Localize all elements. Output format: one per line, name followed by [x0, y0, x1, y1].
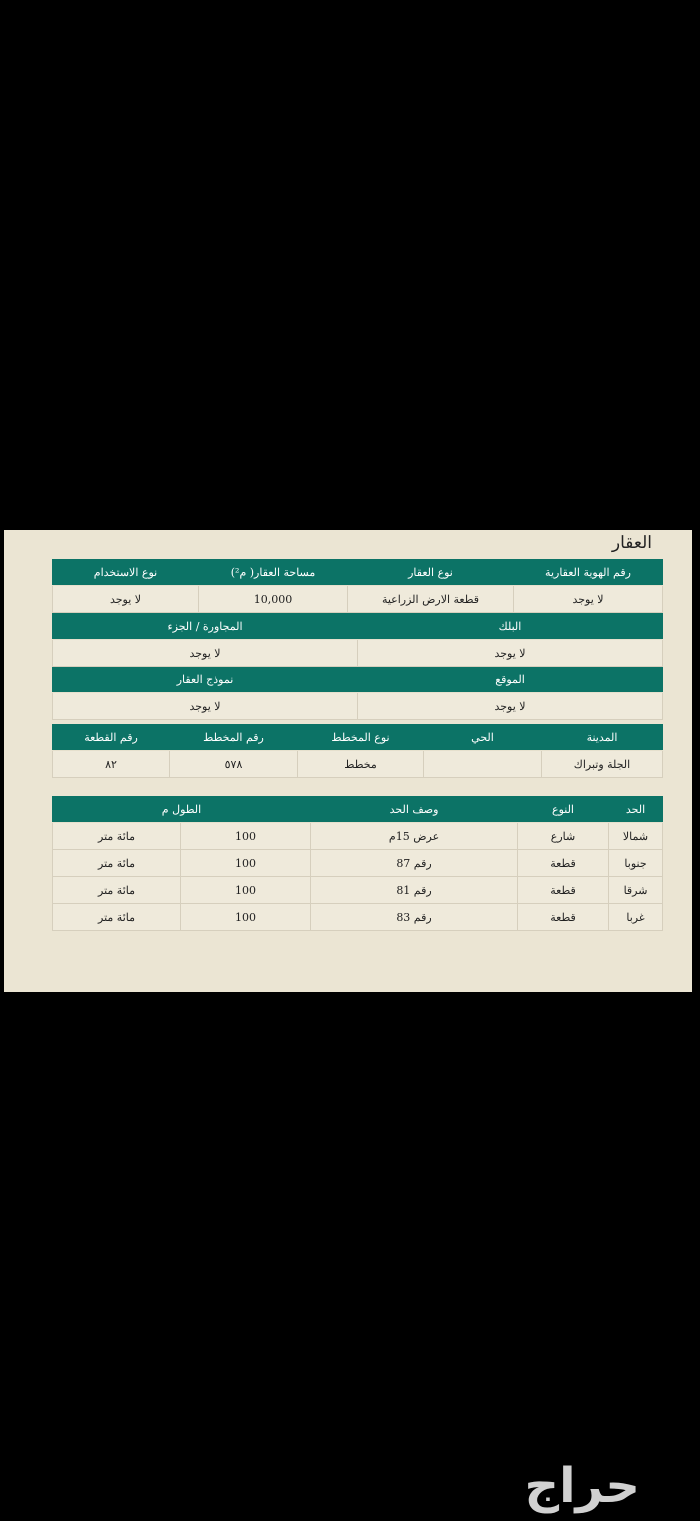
header-cell: نوع العقار — [347, 559, 514, 586]
table-row: شرقا قطعة رقم 81 100 مائة متر — [51, 876, 664, 904]
header-cell: الموقع — [357, 666, 663, 693]
header-row: المدينة الحي نوع المخطط رقم المخطط رقم ا… — [52, 724, 663, 751]
description-cell: رقم 83 — [310, 903, 519, 931]
header-cell: الطول م — [51, 796, 312, 823]
type-cell: قطعة — [517, 849, 610, 877]
length-cell: 100 — [180, 849, 312, 877]
type-cell: قطعة — [517, 903, 610, 931]
header-cell: رقم المخطط — [169, 724, 298, 751]
location-table: المدينة الحي نوع المخطط رقم المخطط رقم ا… — [52, 724, 663, 778]
value-cell: لا يوجد — [52, 639, 358, 667]
header-cell: النوع — [517, 796, 610, 823]
header-row: رقم الهوية العقارية نوع العقار مساحة الع… — [52, 559, 663, 586]
description-cell: عرض 15م — [310, 822, 519, 850]
property-info-table: رقم الهوية العقارية نوع العقار مساحة الع… — [52, 559, 663, 613]
header-cell: رقم الهوية العقارية — [513, 559, 663, 586]
value-cell: لا يوجد — [357, 639, 663, 667]
header-cell: نوع الاستخدام — [52, 559, 199, 586]
description-cell: رقم 81 — [310, 876, 519, 904]
value-cell: لا يوجد — [52, 692, 358, 720]
side-cell: غربا — [608, 903, 664, 931]
type-cell: قطعة — [517, 876, 610, 904]
header-cell: الحي — [423, 724, 542, 751]
length-text-cell: مائة متر — [51, 849, 182, 877]
value-cell: ٥٧٨ — [169, 750, 298, 778]
header-cell: نموذج العقار — [52, 666, 358, 693]
property-document: العقار رقم الهوية العقارية نوع العقار مس… — [4, 530, 692, 992]
value-cell: قطعة الارض الزراعية — [347, 585, 514, 613]
haraj-watermark-logo: حراج — [524, 1458, 642, 1514]
value-cell: 10,000 — [198, 585, 348, 613]
data-row: الجلة وتبراك مخطط ٥٧٨ ٨٢ — [52, 750, 663, 778]
header-cell: المدينة — [541, 724, 663, 751]
header-cell: نوع المخطط — [297, 724, 424, 751]
side-cell: شرقا — [608, 876, 664, 904]
header-cell: وصف الحد — [310, 796, 519, 823]
header-row: الموقع نموذج العقار — [52, 666, 663, 693]
side-cell: جنوبا — [608, 849, 664, 877]
length-cell: 100 — [180, 822, 312, 850]
header-cell: المجاورة / الجزء — [52, 613, 358, 640]
header-row: الحد النوع وصف الحد الطول م — [51, 796, 664, 823]
length-text-cell: مائة متر — [51, 903, 182, 931]
value-cell: مخطط — [297, 750, 424, 778]
value-cell: لا يوجد — [357, 692, 663, 720]
document-title: العقار — [611, 533, 652, 553]
header-cell: البلك — [357, 613, 663, 640]
length-cell: 100 — [180, 903, 312, 931]
type-cell: شارع — [517, 822, 610, 850]
block-table: البلك المجاورة / الجزء لا يوجد لا يوجد ا… — [52, 613, 663, 720]
value-cell: لا يوجد — [513, 585, 663, 613]
table-row: جنوبا قطعة رقم 87 100 مائة متر — [51, 849, 664, 877]
header-cell: رقم القطعة — [52, 724, 170, 751]
value-cell: ٨٢ — [52, 750, 170, 778]
description-cell: رقم 87 — [310, 849, 519, 877]
data-row: لا يوجد لا يوجد — [52, 639, 663, 667]
table-row: غربا قطعة رقم 83 100 مائة متر — [51, 903, 664, 931]
data-row: لا يوجد لا يوجد — [52, 692, 663, 720]
length-cell: 100 — [180, 876, 312, 904]
value-cell: الجلة وتبراك — [541, 750, 663, 778]
side-cell: شمالا — [608, 822, 664, 850]
data-row: لا يوجد قطعة الارض الزراعية 10,000 لا يو… — [52, 585, 663, 613]
header-cell: مساحة العقار( م²) — [198, 559, 348, 586]
value-cell — [423, 750, 542, 778]
table-row: شمالا شارع عرض 15م 100 مائة متر — [51, 822, 664, 850]
header-cell: الحد — [608, 796, 664, 823]
header-row: البلك المجاورة / الجزء — [52, 613, 663, 640]
value-cell: لا يوجد — [52, 585, 199, 613]
length-text-cell: مائة متر — [51, 876, 182, 904]
boundaries-table: الحد النوع وصف الحد الطول م شمالا شارع ع… — [51, 796, 664, 931]
length-text-cell: مائة متر — [51, 822, 182, 850]
